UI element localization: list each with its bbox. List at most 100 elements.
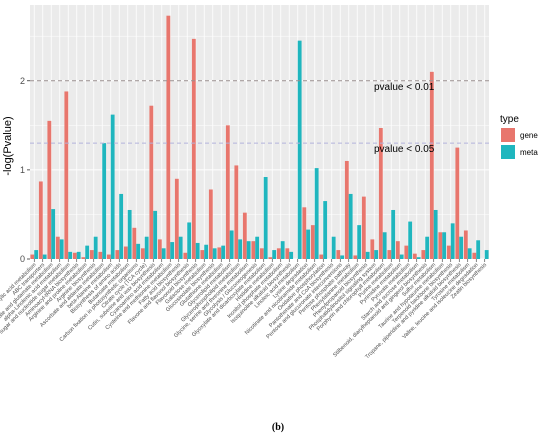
legend-label-meta: meta — [520, 148, 538, 157]
bar-gene — [455, 147, 460, 259]
bar-meta — [161, 248, 166, 259]
y-axis-title: -log(Pvalue) — [2, 116, 14, 175]
bar-meta — [289, 251, 294, 259]
bar-meta — [331, 236, 336, 259]
bar-gene — [166, 15, 171, 260]
legend-title: type — [500, 114, 519, 125]
bar-gene — [404, 245, 409, 259]
bar-meta — [408, 221, 413, 259]
bar-gene — [370, 239, 375, 259]
bar-gene — [81, 257, 86, 259]
bar-gene — [429, 71, 434, 259]
bar-meta — [255, 236, 260, 259]
bar-meta — [238, 239, 243, 259]
bar-meta — [365, 251, 370, 259]
bar-gene — [361, 196, 366, 259]
bar-gene — [319, 254, 324, 259]
bar-gene — [191, 38, 196, 259]
bar-meta — [136, 243, 141, 259]
bar-meta — [119, 193, 124, 259]
bar-gene — [378, 127, 383, 259]
bar-meta — [170, 242, 175, 259]
bar-meta — [450, 223, 455, 259]
legend-swatch-meta — [501, 145, 515, 159]
bar-meta — [374, 250, 379, 259]
bar-meta — [348, 193, 353, 259]
bar-meta — [51, 209, 56, 259]
bar-gene — [64, 91, 69, 259]
bar-meta — [280, 241, 285, 259]
bar-meta — [102, 143, 107, 259]
bars — [30, 15, 489, 260]
bar-gene — [251, 241, 256, 259]
reference-line-label: pvalue < 0.01 — [374, 82, 435, 93]
y-tick-label: 2 — [20, 76, 25, 86]
bar-gene — [123, 246, 128, 259]
bar-gene — [344, 160, 349, 259]
bar-gene — [285, 248, 290, 259]
bar-gene — [174, 178, 179, 259]
bar-gene — [98, 251, 103, 259]
bar-gene — [149, 105, 154, 259]
bar-gene — [30, 254, 35, 259]
bar-meta — [399, 254, 404, 259]
bar-meta — [340, 255, 345, 259]
bar-gene — [47, 120, 52, 259]
bar-gene — [200, 250, 205, 259]
bar-gene — [336, 250, 341, 259]
bar-gene — [225, 125, 230, 259]
bar-gene — [395, 241, 400, 259]
bar-meta — [484, 250, 489, 259]
bar-gene — [132, 227, 137, 259]
bar-meta — [357, 225, 362, 259]
bar-meta — [246, 241, 251, 259]
reference-lines: pvalue < 0.01 pvalue < 0.05 — [30, 80, 489, 155]
bar-meta — [416, 257, 421, 259]
bar-meta — [221, 245, 226, 259]
bar-gene — [276, 248, 281, 259]
bar-gene — [438, 232, 443, 259]
bar-meta — [34, 250, 39, 259]
bar-meta — [144, 236, 149, 259]
bar-meta — [442, 232, 447, 259]
bar-meta — [212, 248, 217, 259]
legend-label-gene: gene — [520, 131, 538, 140]
bar-meta — [476, 240, 481, 259]
bar-meta — [425, 236, 430, 259]
y-tick-label: 0 — [20, 254, 25, 264]
bar-meta — [59, 239, 64, 259]
bar-meta — [433, 209, 438, 259]
bar-gene — [268, 257, 273, 259]
bar-gene — [242, 212, 247, 259]
bar-meta — [76, 251, 81, 259]
bar-gene — [446, 245, 451, 259]
bar-meta — [467, 248, 472, 259]
bar-gene — [183, 252, 188, 259]
figure-caption: (b) — [272, 422, 284, 433]
bar-meta — [459, 236, 464, 259]
bar-meta — [314, 168, 319, 259]
bar-meta — [306, 229, 311, 259]
bar-meta — [127, 209, 132, 259]
bar-gene — [38, 181, 43, 259]
bar-gene — [55, 236, 60, 259]
bar-gene — [115, 250, 120, 259]
bar-meta — [93, 236, 98, 259]
bar-meta — [204, 244, 209, 259]
bar-gene — [421, 250, 426, 259]
bar-gene — [387, 250, 392, 259]
bar-gene — [463, 230, 468, 259]
reference-line-label: pvalue < 0.05 — [374, 144, 435, 155]
y-tick-label: 1 — [20, 165, 25, 175]
bar-gene — [353, 255, 358, 259]
bar-gene — [412, 253, 417, 259]
legend-swatch-gene — [501, 128, 515, 142]
bar-gene — [310, 225, 315, 259]
bar-meta — [68, 251, 73, 259]
bar-gene — [106, 254, 111, 259]
bar-meta — [272, 250, 277, 259]
bar-gene — [140, 248, 145, 259]
